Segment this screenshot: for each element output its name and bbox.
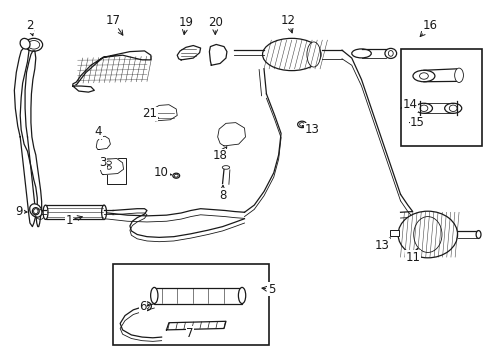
Text: 15: 15 [409, 116, 424, 129]
Text: 5: 5 [262, 283, 274, 296]
Text: 17: 17 [105, 14, 122, 35]
Ellipse shape [351, 49, 370, 58]
Ellipse shape [172, 173, 179, 178]
Ellipse shape [141, 302, 151, 311]
Text: 19: 19 [178, 16, 193, 35]
Ellipse shape [454, 68, 463, 82]
Ellipse shape [306, 42, 320, 67]
Text: 10: 10 [154, 166, 171, 179]
Bar [154, 288, 242, 304]
Polygon shape [166, 321, 225, 330]
Text: 9: 9 [16, 205, 27, 218]
Polygon shape [14, 44, 41, 226]
Polygon shape [73, 86, 94, 92]
Text: 14: 14 [400, 98, 417, 111]
Ellipse shape [43, 205, 48, 220]
Bar [304, 123, 311, 127]
Polygon shape [209, 44, 226, 65]
Ellipse shape [102, 205, 106, 220]
Ellipse shape [397, 211, 457, 258]
Text: 6: 6 [139, 300, 148, 313]
Polygon shape [100, 158, 123, 175]
Polygon shape [177, 45, 200, 60]
Ellipse shape [150, 287, 158, 303]
Ellipse shape [413, 217, 441, 252]
Text: 16: 16 [419, 19, 436, 37]
Ellipse shape [222, 166, 229, 169]
Ellipse shape [415, 103, 431, 113]
Ellipse shape [444, 103, 461, 113]
Text: 8: 8 [219, 185, 226, 202]
Ellipse shape [30, 204, 42, 217]
Ellipse shape [238, 287, 245, 303]
Text: 2: 2 [26, 19, 34, 36]
Bar [389, 230, 398, 235]
Text: 20: 20 [207, 16, 222, 35]
Ellipse shape [412, 70, 434, 82]
Text: 4: 4 [94, 125, 102, 139]
Text: 3: 3 [99, 156, 107, 169]
Ellipse shape [384, 48, 396, 58]
Text: 18: 18 [212, 147, 227, 162]
Text: 13: 13 [374, 238, 389, 252]
Polygon shape [96, 136, 110, 149]
Polygon shape [151, 105, 177, 121]
Ellipse shape [297, 121, 306, 128]
Bar [107, 158, 125, 184]
Polygon shape [73, 51, 151, 86]
Bar [45, 205, 104, 220]
Text: 7: 7 [186, 327, 193, 340]
Bar [113, 264, 268, 345]
Polygon shape [217, 123, 245, 146]
Text: 11: 11 [405, 249, 419, 264]
Ellipse shape [262, 39, 321, 71]
Bar [400, 49, 482, 146]
Ellipse shape [20, 39, 30, 49]
Ellipse shape [32, 208, 39, 215]
Text: 1: 1 [65, 214, 82, 227]
Text: 12: 12 [280, 14, 295, 33]
Text: 21: 21 [142, 107, 159, 120]
Ellipse shape [475, 230, 480, 238]
Text: 13: 13 [302, 123, 319, 136]
